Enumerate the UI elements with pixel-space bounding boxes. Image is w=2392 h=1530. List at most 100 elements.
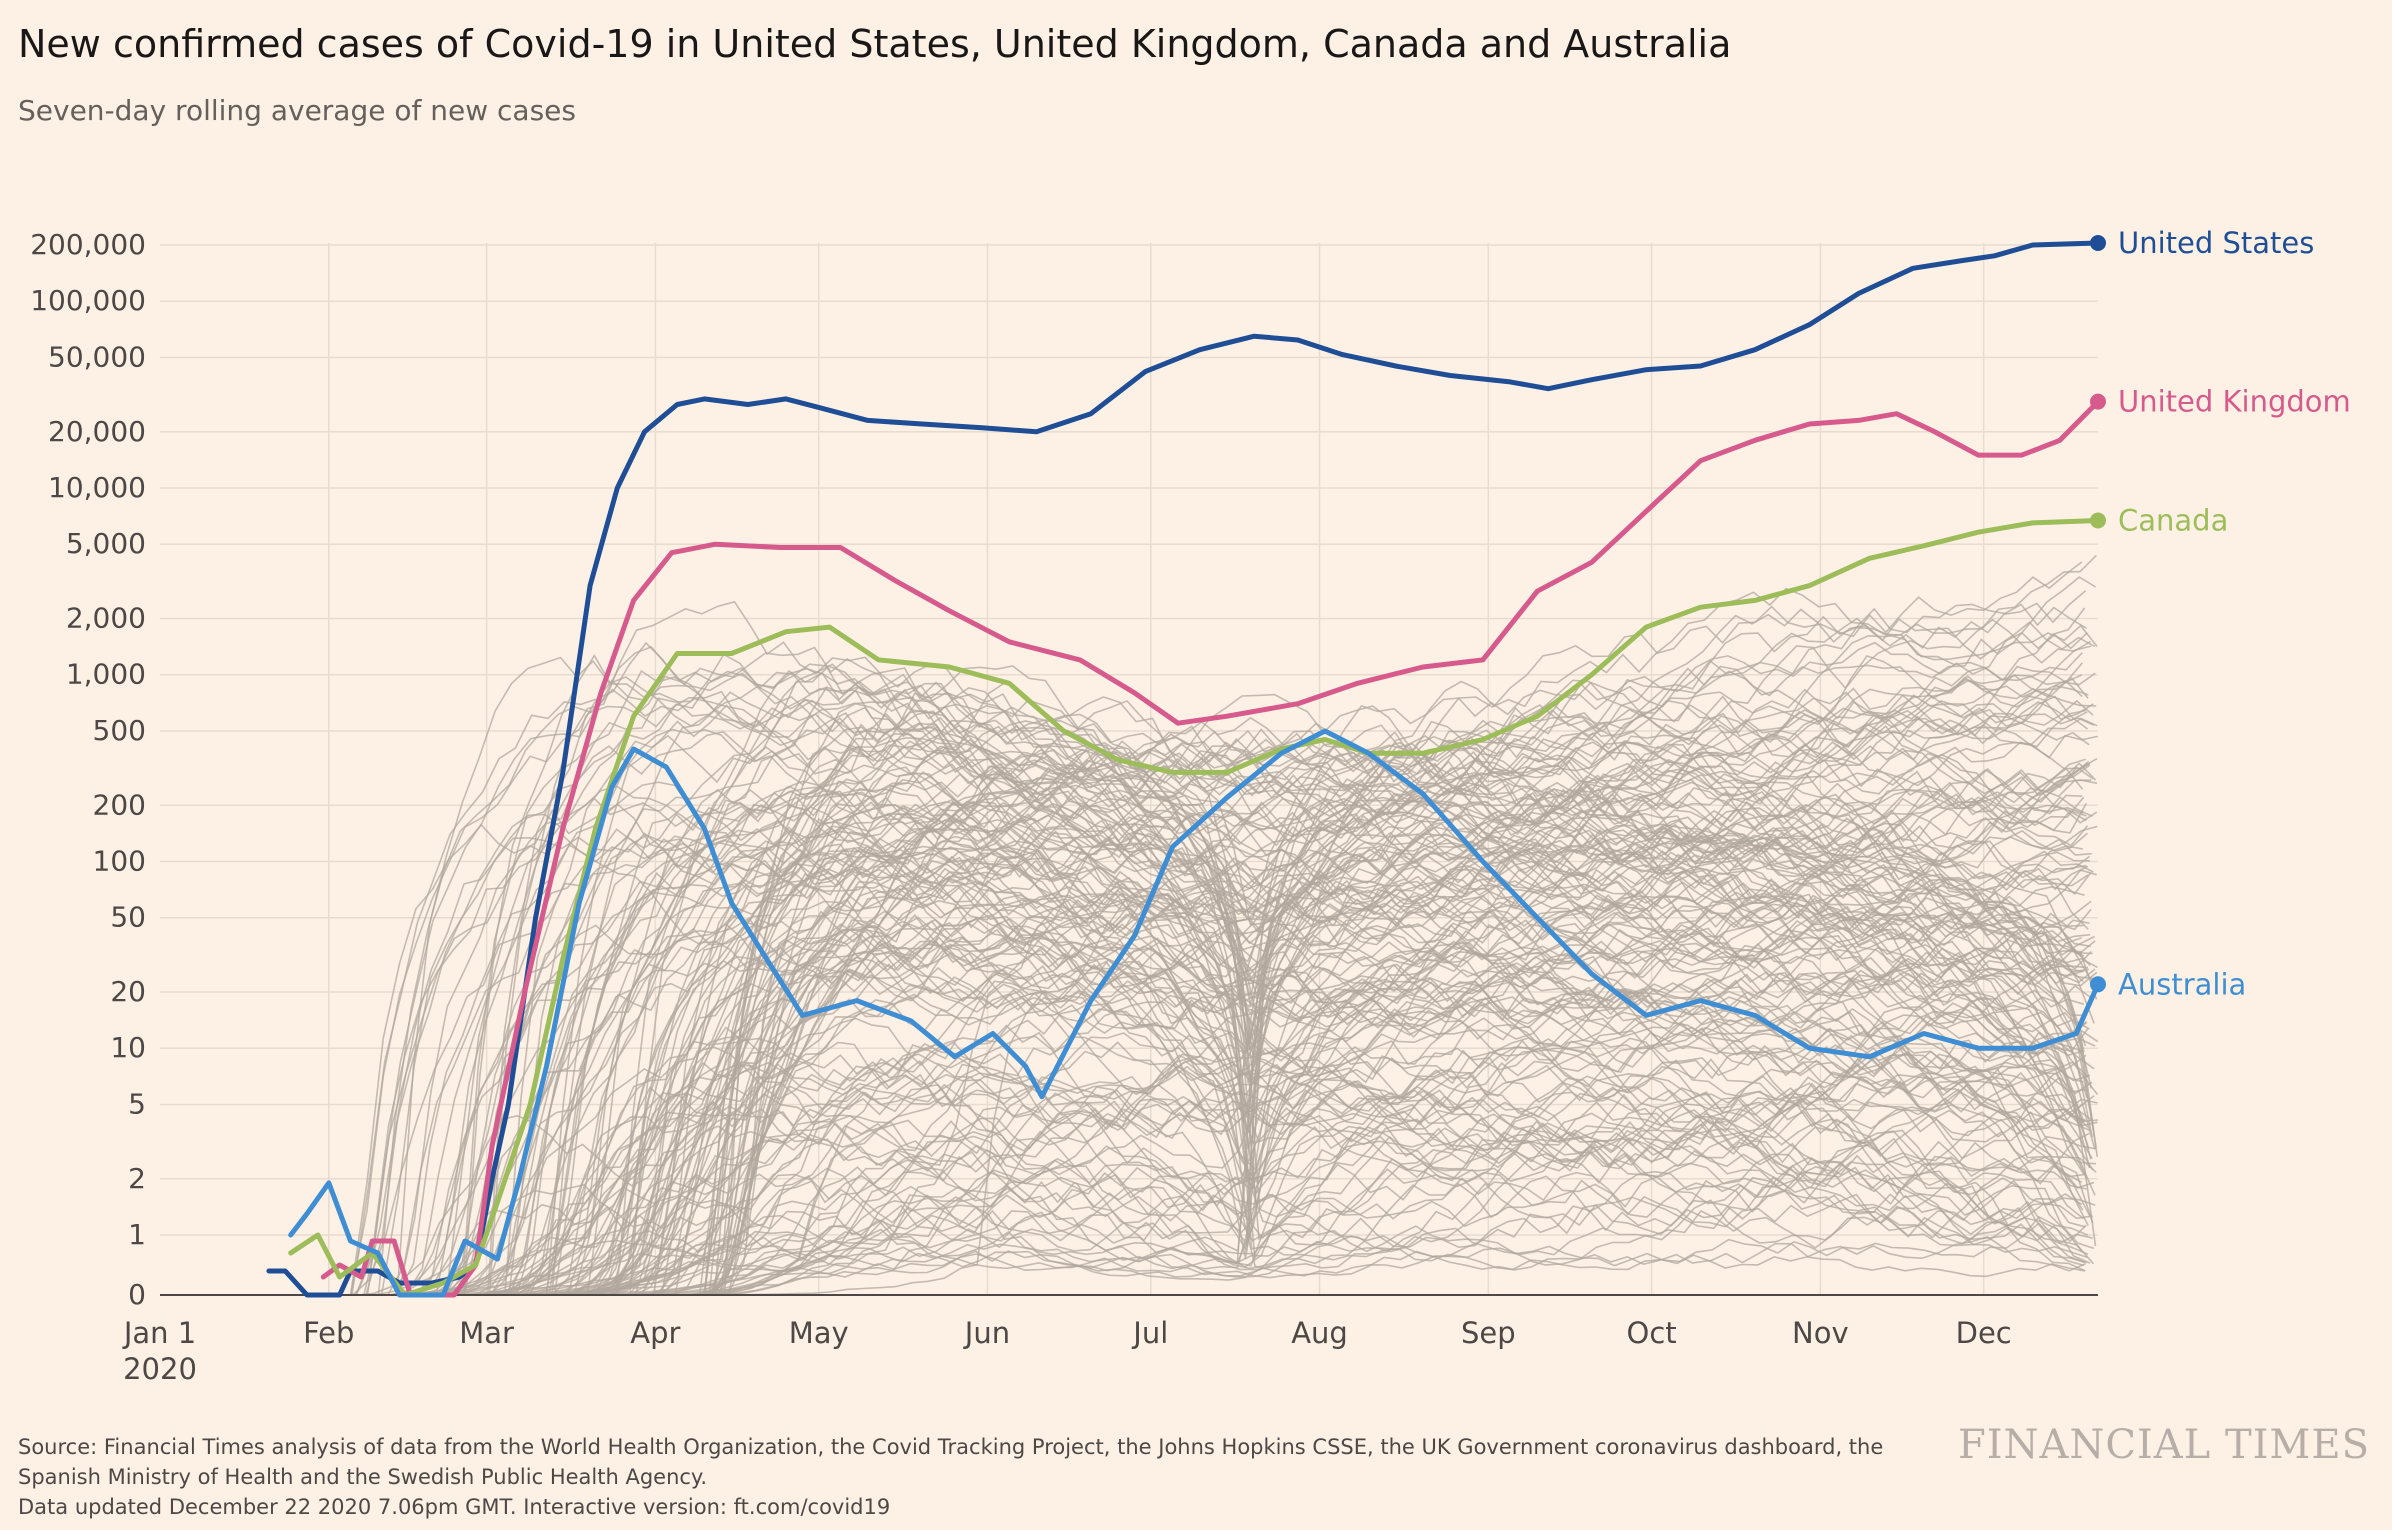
background-country-line (377, 687, 2094, 1296)
background-country-line (438, 695, 2088, 1296)
background-country-line (684, 753, 2090, 1296)
background-country-line (546, 704, 2083, 1296)
y-tick-label: 500 (93, 714, 146, 747)
x-tick-label: Mar (459, 1316, 514, 1350)
x-tick-label: Sep (1461, 1316, 1516, 1350)
background-country-line (474, 693, 2092, 1296)
background-country-line (480, 914, 2099, 1296)
background-country-line (502, 701, 2088, 1296)
background-country-line (463, 716, 2098, 1296)
background-country-line (456, 762, 2091, 1296)
background-country-line (554, 1110, 2090, 1296)
background-country-line (535, 1032, 2088, 1296)
y-tick-label: 5,000 (66, 527, 146, 560)
series-line-australia (288, 728, 2101, 1298)
background-country-line (652, 618, 2092, 1296)
background-country-line (610, 624, 2098, 1296)
background-country-line (528, 792, 2098, 1296)
background-country-line (409, 887, 2092, 1296)
background-country-line (553, 706, 2091, 1296)
series-label-united-kingdom: United Kingdom (2118, 385, 2351, 419)
background-country-line (627, 561, 2083, 1296)
background-country-line (355, 803, 2089, 1296)
y-tick-label: 100 (93, 844, 146, 877)
background-country-line (447, 830, 2099, 1296)
background-country-line (586, 663, 2091, 1296)
y-tick-label: 10 (110, 1031, 146, 1064)
x-tick-label: Feb (303, 1316, 354, 1350)
y-axis-tick-labels: 0 1 2 5 10 20 50 100 200 500 1,000 2,000 5,000 10,000… (30, 228, 146, 1311)
background-country-line (511, 762, 2097, 1296)
background-country-line (648, 590, 2087, 1296)
financial-times-logo: FINANCIAL TIMES (1957, 1422, 2370, 1468)
x-tick-sublabel: 2020 (123, 1352, 197, 1386)
x-tick-label: Jun (963, 1316, 1010, 1350)
y-tick-label: 200 (93, 788, 146, 821)
series-label-australia: Australia (2118, 967, 2246, 1001)
background-country-line (487, 645, 2089, 1296)
series-line-canada (288, 518, 2101, 1298)
y-tick-label: 20 (110, 975, 146, 1008)
background-country-line (442, 754, 2092, 1296)
background-country-line (534, 603, 2087, 1296)
background-country-line (570, 715, 2090, 1296)
background-country-line (710, 681, 2084, 1296)
y-tick-label: 50,000 (48, 340, 146, 373)
background-country-line (589, 791, 2094, 1296)
background-country-line (613, 877, 2084, 1296)
x-tick-label: Jul (1131, 1316, 1168, 1350)
background-country-line (461, 669, 2096, 1296)
x-tick-label: Jan 1 (122, 1316, 196, 1350)
x-tick-label: Nov (1792, 1316, 1849, 1350)
y-tick-label: 1 (128, 1218, 146, 1251)
background-country-line (504, 788, 2091, 1296)
background-country-line (525, 694, 2095, 1296)
y-tick-label: 100,000 (30, 284, 146, 317)
background-country-line (708, 688, 2098, 1296)
background-country-line (503, 734, 2090, 1296)
background-country-line (444, 1039, 2095, 1296)
series-end-dot-australia (2090, 976, 2106, 993)
background-country-line (659, 715, 2098, 1296)
background-country-line (554, 1062, 2091, 1296)
background-country-line (689, 1036, 2095, 1296)
background-country-line (445, 653, 2097, 1296)
series-label-canada: Canada (2118, 503, 2228, 537)
background-country-line (419, 749, 2086, 1296)
background-country-line (548, 680, 2086, 1296)
series-end-dot-united-states (2090, 234, 2106, 251)
source-line-3: Data updated December 22 2020 7.06pm GMT… (18, 1495, 891, 1519)
background-country-line (702, 869, 2092, 1296)
series-end-dot-canada (2090, 512, 2106, 529)
background-country-line (644, 679, 2083, 1296)
background-country-line (706, 801, 2095, 1296)
background-country-line (726, 812, 2084, 1296)
background-country-line (594, 930, 2098, 1296)
background-country-line (613, 779, 2085, 1296)
y-tick-label: 50 (110, 901, 146, 934)
x-tick-label: Oct (1627, 1316, 1677, 1350)
highlighted-series: United States United Kingdom Canada Austral… (266, 226, 2351, 1298)
source-note: Source: Financial Times analysis of data… (18, 1432, 1978, 1522)
background-country-line (415, 674, 2083, 1296)
background-country-line (402, 1105, 2086, 1296)
y-tick-label: 2 (128, 1162, 146, 1195)
background-country-line (615, 665, 2087, 1296)
x-tick-label: Dec (1956, 1316, 2012, 1350)
background-country-line (712, 752, 2087, 1296)
background-country-line (615, 1065, 2086, 1296)
background-country-line (634, 738, 2090, 1296)
y-tick-label: 10,000 (48, 471, 146, 504)
background-country-line (550, 1046, 2086, 1296)
background-country-line (366, 662, 2084, 1296)
y-tick-label: 20,000 (48, 415, 146, 448)
background-country-line (640, 748, 2096, 1296)
background-country-line (462, 654, 2098, 1296)
source-line-1: Source: Financial Times analysis of data… (18, 1435, 1884, 1459)
x-tick-label: May (789, 1316, 849, 1350)
chart-title: New confirmed cases of Covid-19 in Unite… (18, 22, 1732, 66)
y-tick-label: 1,000 (66, 658, 146, 691)
background-country-line (703, 744, 2093, 1296)
y-tick-label: 0 (128, 1278, 146, 1311)
